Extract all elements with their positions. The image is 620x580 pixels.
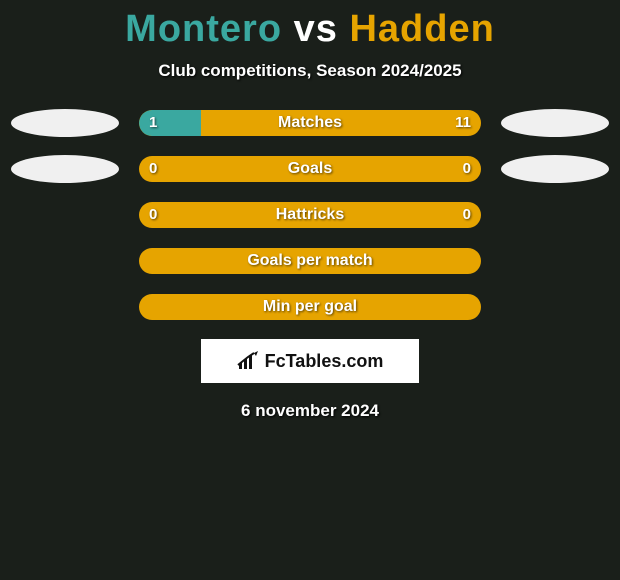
stat-value-right: 0 bbox=[463, 202, 471, 228]
stat-row: 1Matches11 bbox=[0, 109, 620, 137]
stat-row: Goals per match bbox=[0, 247, 620, 275]
date-text: 6 november 2024 bbox=[0, 401, 620, 421]
stat-label: Matches bbox=[139, 110, 481, 136]
stat-label: Hattricks bbox=[139, 202, 481, 228]
stat-row: Min per goal bbox=[0, 293, 620, 321]
stat-bar: Min per goal bbox=[139, 294, 481, 320]
stat-rows: 1Matches110Goals00Hattricks0Goals per ma… bbox=[0, 109, 620, 321]
stat-bar: Goals per match bbox=[139, 248, 481, 274]
player1-badge bbox=[11, 109, 119, 137]
stat-value-right: 0 bbox=[463, 156, 471, 182]
player2-badge bbox=[501, 155, 609, 183]
stat-label: Goals bbox=[139, 156, 481, 182]
player2-name: Hadden bbox=[349, 8, 494, 50]
stat-bar: 0Hattricks0 bbox=[139, 202, 481, 228]
player1-name: Montero bbox=[125, 8, 282, 50]
subtitle: Club competitions, Season 2024/2025 bbox=[0, 61, 620, 81]
title-vs: vs bbox=[294, 8, 338, 50]
stat-label: Goals per match bbox=[139, 248, 481, 274]
stat-row: 0Goals0 bbox=[0, 155, 620, 183]
stat-row: 0Hattricks0 bbox=[0, 201, 620, 229]
player2-badge bbox=[501, 109, 609, 137]
chart-icon bbox=[237, 351, 259, 371]
stat-bar: 1Matches11 bbox=[139, 110, 481, 136]
fctables-logo[interactable]: FcTables.com bbox=[201, 339, 419, 383]
stat-value-right: 11 bbox=[455, 110, 471, 136]
logo-text: FcTables.com bbox=[265, 351, 384, 372]
player1-badge bbox=[11, 155, 119, 183]
stat-bar: 0Goals0 bbox=[139, 156, 481, 182]
comparison-title: Montero vs Hadden bbox=[0, 8, 620, 51]
stat-label: Min per goal bbox=[139, 294, 481, 320]
